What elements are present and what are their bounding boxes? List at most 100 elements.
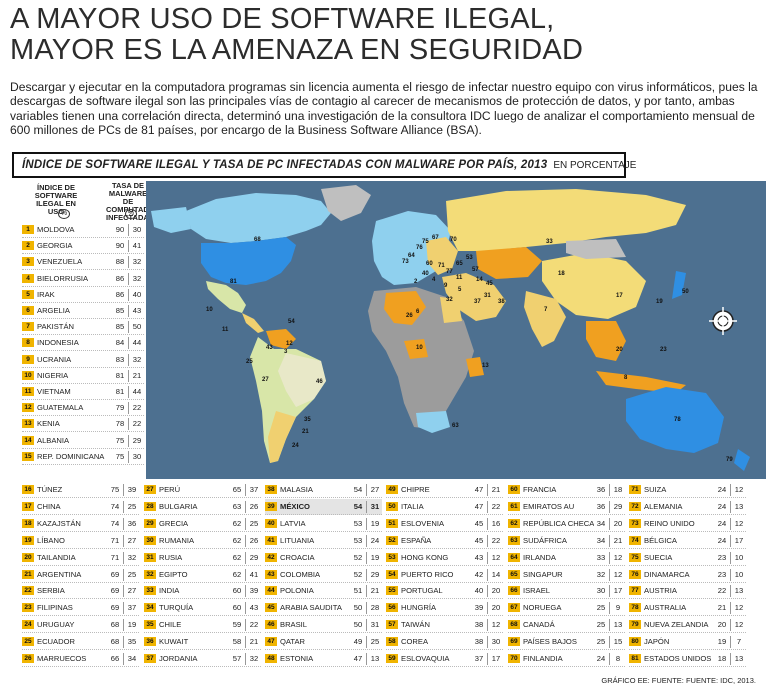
map-number-label: 75 xyxy=(422,239,429,245)
malware-rate-value: 12 xyxy=(613,553,623,562)
rank-badge: 17 xyxy=(22,502,34,511)
column-divider xyxy=(487,534,488,547)
map-number-label: 71 xyxy=(438,263,445,269)
table-column-headers: ÍNDICE DE SOFTWARE ILEGAL EN USO TASA DE… xyxy=(8,182,171,222)
rank-badge: 73 xyxy=(629,519,641,528)
column-divider xyxy=(128,401,129,414)
country-name: REPÚBLICA CHECA xyxy=(523,519,594,528)
country-name: FRANCIA xyxy=(523,485,557,494)
illegal-index-value: 47 xyxy=(474,502,484,511)
table-row: 15 REP. DOMINICANA 75 30 xyxy=(22,449,144,465)
map-new-zealand xyxy=(734,449,750,471)
map-number-label: 37 xyxy=(474,299,481,305)
map-number-label: 77 xyxy=(446,269,453,275)
table-row: 54 PUERTO RICO 42 14 xyxy=(386,567,503,583)
table-row: 40 LATVIA 53 19 xyxy=(265,516,382,532)
rank-badge: 51 xyxy=(386,519,398,528)
country-name: NIGERIA xyxy=(37,371,69,380)
country-name: REINO UNIDO xyxy=(644,519,695,528)
map-number-label: 53 xyxy=(466,255,473,261)
table-row: 66 ISRAEL 30 17 xyxy=(508,583,625,599)
rank-badge: 45 xyxy=(265,603,277,612)
column-divider xyxy=(366,551,367,564)
malware-rate-value: 17 xyxy=(491,654,501,663)
table-row: 72 ALEMANIA 24 13 xyxy=(629,499,746,515)
column-divider xyxy=(487,601,488,614)
map-number-label: 17 xyxy=(616,293,623,299)
table-row: 46 BRASIL 50 31 xyxy=(265,617,382,633)
rank-badge: 68 xyxy=(508,620,520,629)
map-japan xyxy=(672,271,686,299)
country-name: LATVIA xyxy=(280,519,306,528)
illegal-index-value: 69 xyxy=(110,570,120,579)
illegal-index-value: 58 xyxy=(232,637,242,646)
map-argentina xyxy=(268,411,296,463)
rank-badge: 65 xyxy=(508,570,520,579)
table-row: 75 SUECIA 23 10 xyxy=(629,550,746,566)
table-row: 22 SERBIA 69 27 xyxy=(22,583,139,599)
illegal-index-value: 52 xyxy=(353,553,363,562)
rank-badge: 14 xyxy=(22,436,34,445)
illegal-index-value: 88 xyxy=(115,257,125,266)
column-divider xyxy=(245,584,246,597)
rank-badge: 58 xyxy=(386,637,398,646)
column-divider xyxy=(487,483,488,496)
malware-rate-value: 20 xyxy=(613,519,623,528)
malware-rate-value: 22 xyxy=(132,419,142,428)
rank-badge: 36 xyxy=(144,637,156,646)
table-row: 39 MÉXICO 54 31 xyxy=(265,499,382,515)
rank-badge: 31 xyxy=(144,553,156,562)
map-number-label: 33 xyxy=(546,239,553,245)
rank-badge: 20 xyxy=(22,553,34,562)
table-row: 25 ECUADOR 68 35 xyxy=(22,634,139,650)
rank-badge: 13 xyxy=(22,419,34,428)
table-row: 80 JAPÓN 19 7 xyxy=(629,634,746,650)
malware-rate-value: 27 xyxy=(127,586,137,595)
map-number-label: 65 xyxy=(456,261,463,267)
malware-rate-value: 19 xyxy=(127,620,137,629)
country-name: SINGAPUR xyxy=(523,570,563,579)
table-row: 35 CHILE 59 22 xyxy=(144,617,261,633)
illegal-index-value: 50 xyxy=(353,620,363,629)
country-name: KENIA xyxy=(37,419,60,428)
country-name: REP. DOMINICANA xyxy=(37,452,105,461)
rank-badge: 9 xyxy=(22,355,34,364)
country-name: PAÍSES BAJOS xyxy=(523,637,577,646)
map-number-label: 40 xyxy=(422,271,429,277)
map-number-label: 11 xyxy=(222,327,229,333)
map-number-label: 73 xyxy=(402,259,409,265)
table-row: 28 BULGARIA 63 26 xyxy=(144,499,261,515)
rank-badge: 78 xyxy=(629,603,641,612)
map-algeria xyxy=(384,291,426,325)
illegal-index-value: 90 xyxy=(115,225,125,234)
malware-rate-value: 25 xyxy=(249,519,259,528)
table-row: 36 KUWAIT 58 21 xyxy=(144,634,261,650)
map-number-label: 3 xyxy=(284,349,288,355)
rank-badge: 26 xyxy=(22,654,34,663)
country-name: SERBIA xyxy=(37,586,65,595)
map-number-label: 35 xyxy=(304,417,311,423)
illegal-index-value: 42 xyxy=(474,570,484,579)
country-name: INDIA xyxy=(159,586,180,595)
column-divider xyxy=(123,652,124,665)
illegal-index-value: 86 xyxy=(115,274,125,283)
header-pct-1: % xyxy=(58,209,70,219)
table-row: 41 LITUANIA 53 24 xyxy=(265,533,382,549)
column-divider xyxy=(128,239,129,252)
rank-badge: 10 xyxy=(22,371,34,380)
map-number-label: 70 xyxy=(450,237,457,243)
column-divider xyxy=(609,601,610,614)
map-kenia xyxy=(466,357,484,377)
table-row: 71 SUIZA 24 12 xyxy=(629,482,746,498)
map-eastern-europe xyxy=(426,237,458,275)
country-name: TURQUÍA xyxy=(159,603,194,612)
table-row: 43 COLOMBIA 52 29 xyxy=(265,567,382,583)
table-row: 50 ITALIA 47 22 xyxy=(386,499,503,515)
table-row: 44 POLONIA 51 21 xyxy=(265,583,382,599)
map-number-label: 25 xyxy=(246,359,253,365)
illegal-index-value: 66 xyxy=(110,654,120,663)
column-divider xyxy=(245,500,246,513)
rank-badge: 63 xyxy=(508,536,520,545)
malware-rate-value: 13 xyxy=(613,620,623,629)
malware-rate-value: 7 xyxy=(736,637,742,646)
